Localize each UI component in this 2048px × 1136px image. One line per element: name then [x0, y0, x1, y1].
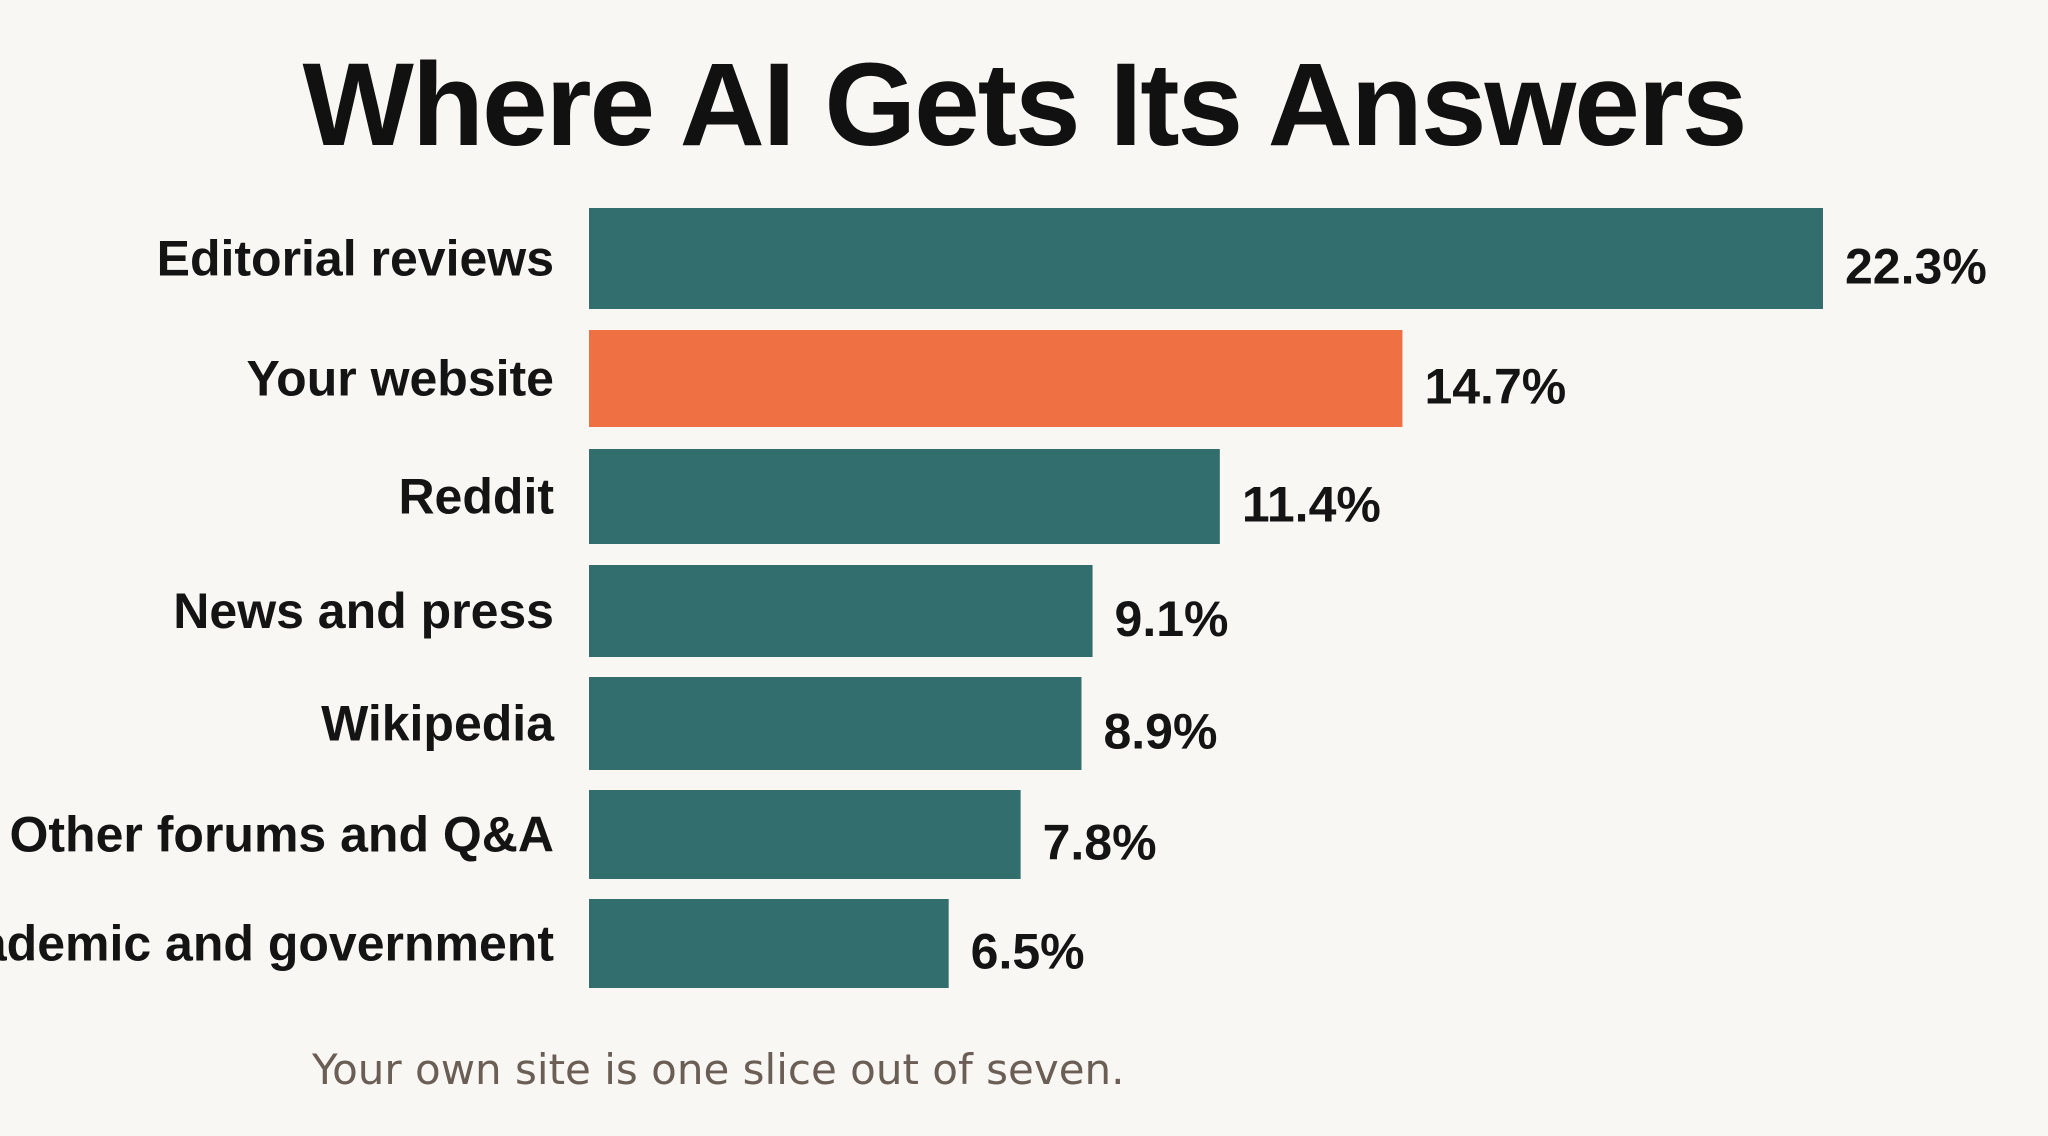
- bar-6: [589, 899, 949, 988]
- category-label-6: Academic and government: [0, 916, 554, 972]
- category-label-3: News and press: [173, 583, 554, 639]
- bar-3: [589, 565, 1093, 657]
- value-label-0: 22.3%: [1845, 239, 1987, 295]
- value-label-1: 14.7%: [1424, 359, 1566, 415]
- category-label-5: Other forums and Q&A: [10, 807, 554, 863]
- value-label-6: 6.5%: [971, 924, 1085, 980]
- value-label-3: 9.1%: [1115, 591, 1229, 647]
- value-label-2: 11.4%: [1242, 477, 1381, 533]
- bar-2: [589, 449, 1220, 544]
- value-label-5: 7.8%: [1043, 815, 1157, 871]
- chart-title: Where AI Gets Its Answers: [302, 39, 1748, 171]
- bars-layer: Editorial reviews 22.3% Your website 14.7% R…: [0, 208, 1987, 988]
- bar-0: [589, 208, 1823, 309]
- bar-1: [589, 330, 1403, 427]
- category-label-1: Your website: [247, 351, 554, 407]
- bar-5: [589, 790, 1021, 879]
- bar-4: [589, 677, 1082, 770]
- chart-caption: Your own site is one slice out of seven.: [312, 1045, 1125, 1094]
- value-label-4: 8.9%: [1103, 704, 1217, 760]
- category-label-2: Reddit: [398, 469, 554, 525]
- category-label-0: Editorial reviews: [157, 231, 554, 287]
- category-label-4: Wikipedia: [321, 696, 555, 752]
